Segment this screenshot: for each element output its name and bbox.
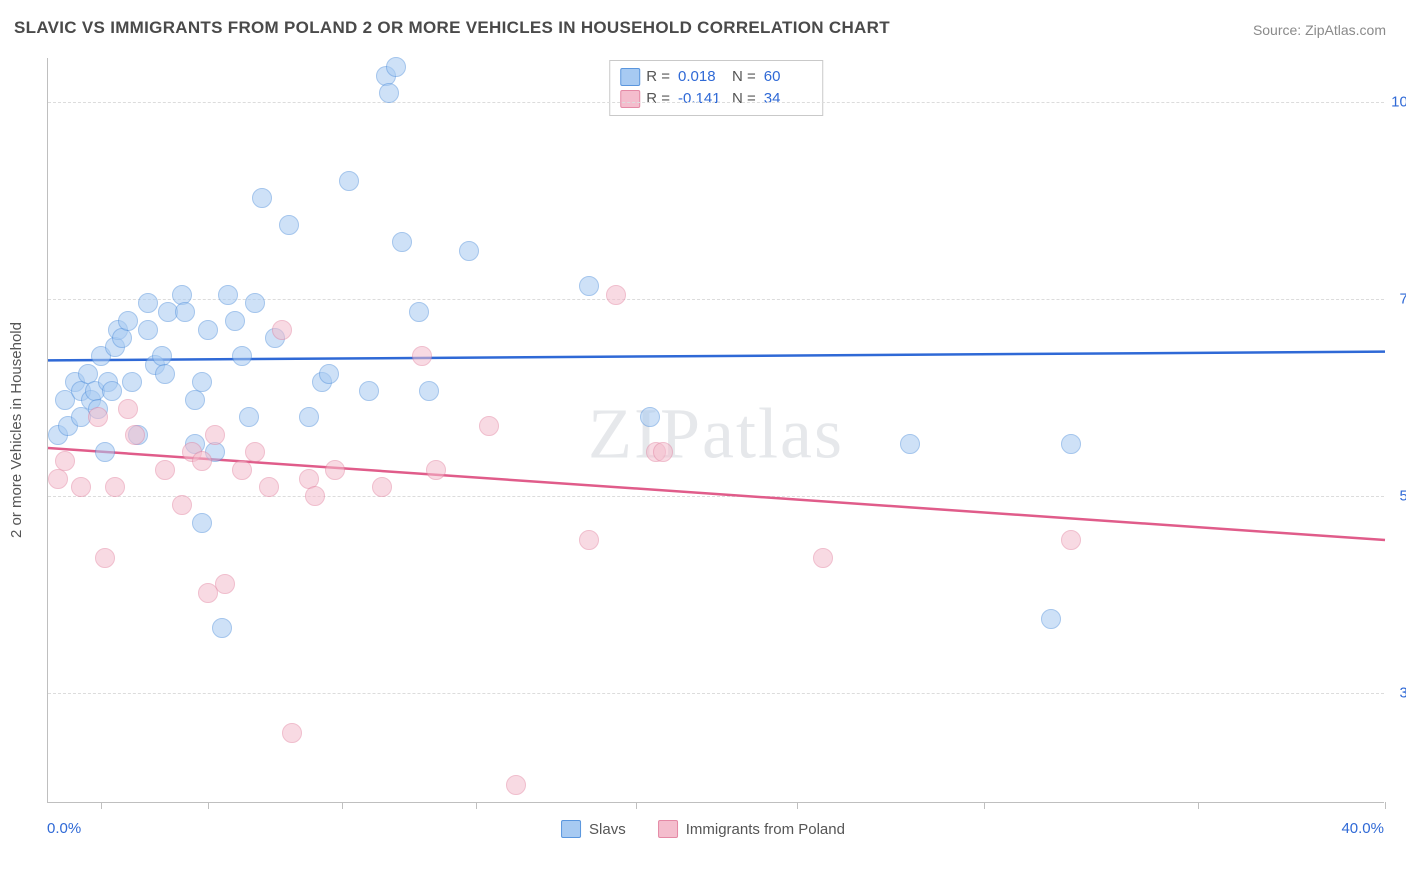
data-point [579,530,599,550]
data-point [232,346,252,366]
x-tick [208,802,209,809]
data-point [339,171,359,191]
data-point [118,399,138,419]
data-point [112,328,132,348]
data-point [192,372,212,392]
data-point [48,469,68,489]
data-point [218,285,238,305]
data-point [175,302,195,322]
data-point [102,381,122,401]
data-point [479,416,499,436]
x-tick [636,802,637,809]
x-tick [1198,802,1199,809]
data-point [409,302,429,322]
x-max-label: 40.0% [1341,820,1384,837]
data-point [138,293,158,313]
data-point [185,390,205,410]
data-point [95,442,115,462]
data-point [299,407,319,427]
data-point [259,477,279,497]
data-point [1041,609,1061,629]
data-point [225,311,245,331]
x-min-label: 0.0% [47,820,81,837]
data-point [155,460,175,480]
data-point [205,425,225,445]
y-axis-label: 2 or more Vehicles in Household [8,322,25,538]
data-point [1061,530,1081,550]
data-point [232,460,252,480]
data-point [412,346,432,366]
y-tick-label: 55.0% [1388,488,1406,505]
data-point [392,232,412,252]
swatch-icon [658,820,678,838]
data-point [192,513,212,533]
data-point [506,775,526,795]
data-point [459,241,479,261]
data-point [325,460,345,480]
data-point [579,276,599,296]
data-point [282,723,302,743]
data-point [272,320,292,340]
source-label: Source: ZipAtlas.com [1253,22,1386,38]
y-tick-label: 100.0% [1388,93,1406,110]
data-point [212,618,232,638]
x-tick [342,802,343,809]
x-tick [476,802,477,809]
series-legend: Slavs Immigrants from Poland [561,820,845,838]
legend-label: Slavs [589,821,626,838]
data-point [813,548,833,568]
data-point [192,451,212,471]
data-point [155,364,175,384]
x-tick [1385,802,1386,809]
data-point [372,477,392,497]
chart-title: SLAVIC VS IMMIGRANTS FROM POLAND 2 OR MO… [14,18,890,38]
y-tick-label: 77.5% [1388,291,1406,308]
data-point [88,407,108,427]
data-point [900,434,920,454]
data-point [359,381,379,401]
data-point [71,477,91,497]
data-point [1061,434,1081,454]
data-point [252,188,272,208]
data-point [379,83,399,103]
data-point [305,486,325,506]
x-tick [984,802,985,809]
legend-item-slavs: Slavs [561,820,626,838]
swatch-icon [561,820,581,838]
y-tick-label: 32.5% [1388,685,1406,702]
data-point [125,425,145,445]
x-tick [797,802,798,809]
data-point [606,285,626,305]
x-tick [101,802,102,809]
data-point [419,381,439,401]
data-point [172,495,192,515]
legend-item-poland: Immigrants from Poland [658,820,845,838]
data-point [245,442,265,462]
data-point [279,215,299,235]
data-point [319,364,339,384]
data-point [386,57,406,77]
data-point [198,320,218,340]
data-point [215,574,235,594]
data-point [426,460,446,480]
data-point [118,311,138,331]
data-point [640,407,660,427]
data-point [55,451,75,471]
data-point [653,442,673,462]
data-point [138,320,158,340]
data-point [122,372,142,392]
data-point [95,548,115,568]
data-point [245,293,265,313]
data-point [239,407,259,427]
regression-lines [48,58,1385,803]
data-point [105,477,125,497]
legend-label: Immigrants from Poland [686,821,845,838]
plot-area: ZIPatlas R =0.018N =60R =-0.141N =34 32.… [47,58,1384,803]
